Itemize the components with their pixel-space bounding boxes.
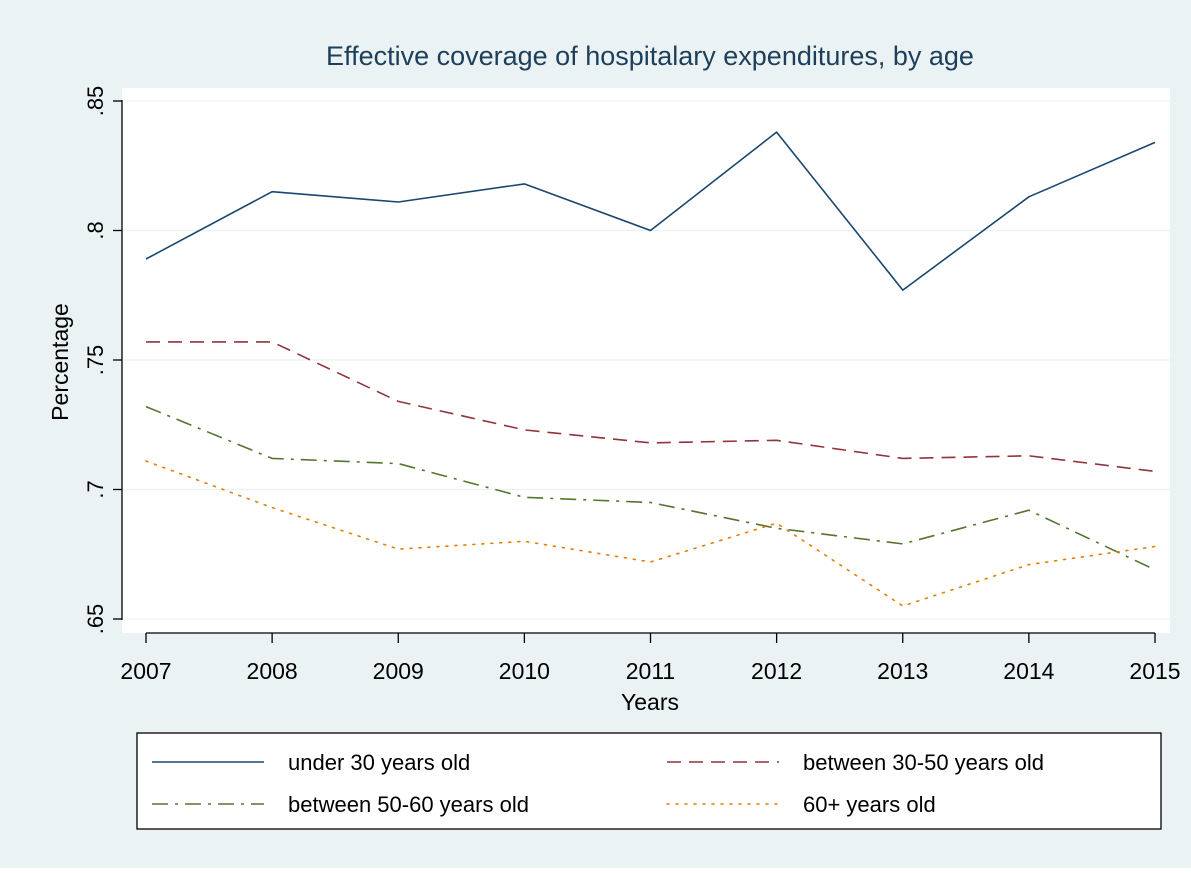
y-tick-label: .85 [83, 86, 108, 117]
y-ticks: .65 .7 .75 .8 .85 [83, 86, 122, 635]
y-axis-label: Percentage [47, 303, 73, 421]
legend-label-2: between 30-50 years old [803, 750, 1044, 775]
series-lines [145, 131, 1156, 607]
chart-title: Effective coverage of hospitalary expend… [326, 41, 974, 71]
x-axis-label: Years [621, 689, 679, 715]
legend: under 30 years old between 30-50 years ol… [136, 732, 1162, 830]
y-tick-label: .75 [83, 345, 108, 376]
x-tick-label: 2015 [1129, 658, 1180, 684]
y-tick-label: .8 [83, 221, 108, 239]
series-line-3 [145, 405, 1156, 571]
legend-items: under 30 years old between 30-50 years ol… [152, 750, 1044, 817]
y-tick-label: .65 [83, 604, 108, 635]
x-tick-label: 2011 [626, 658, 675, 684]
x-ticks: 2007 2008 2009 2010 2011 2012 2013 2014 2015 [120, 633, 1181, 684]
x-tick-label: 2009 [373, 658, 424, 684]
legend-label-4: 60+ years old [803, 792, 936, 817]
x-tick-label: 2014 [1003, 658, 1054, 684]
legend-label-3: between 50-60 years old [288, 792, 529, 817]
legend-label-1: under 30 years old [288, 750, 470, 775]
x-tick-label: 2007 [120, 658, 171, 684]
legend-box [136, 732, 1162, 830]
series-line-2 [146, 341, 1156, 473]
x-tick-label: 2008 [247, 658, 298, 684]
series-line-4 [145, 460, 1156, 607]
y-tick-label: .7 [83, 480, 108, 498]
x-tick-label: 2010 [499, 658, 550, 684]
series-line-1 [145, 131, 1156, 291]
gridlines [123, 100, 1170, 620]
x-tick-label: 2013 [877, 658, 928, 684]
x-tick-label: 2012 [751, 658, 802, 684]
